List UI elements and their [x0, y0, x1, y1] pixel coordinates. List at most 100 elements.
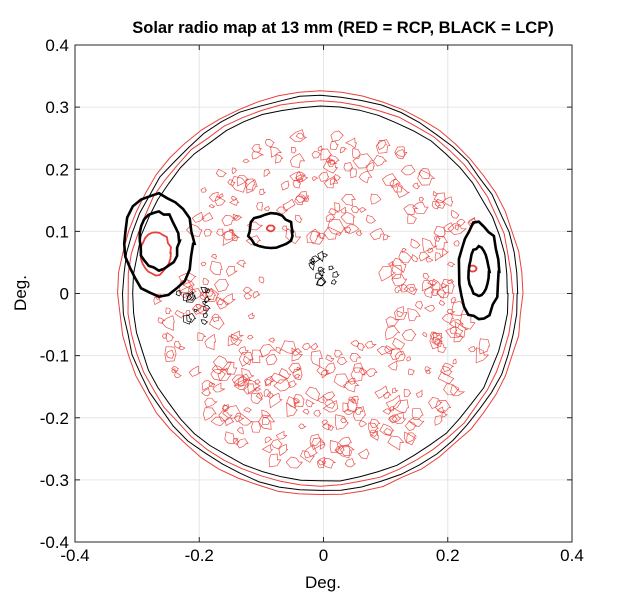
lcp-source-contour — [122, 191, 197, 299]
rcp-speckle — [282, 198, 296, 211]
rcp-speckle — [195, 303, 203, 310]
rcp-speckle — [334, 349, 344, 358]
rcp-speckle — [411, 254, 419, 263]
rcp-speckle — [236, 427, 244, 435]
rcp-speckle — [410, 238, 421, 249]
rcp-speckle — [270, 146, 283, 158]
rcp-speckle — [289, 129, 308, 143]
rcp-speckle — [161, 315, 175, 331]
rcp-speckle — [254, 386, 263, 392]
rcp-speckle — [243, 407, 253, 413]
rcp-speckle — [202, 288, 220, 302]
rcp-speckle — [434, 338, 442, 345]
rcp-speckle — [430, 289, 438, 296]
rcp-speckle — [403, 283, 418, 296]
rcp-speckle — [453, 333, 464, 343]
rcp-speckle — [215, 168, 228, 178]
rcp-speckle — [295, 132, 305, 140]
rcp-speckle — [238, 413, 254, 426]
y-tick-label: 0.1 — [45, 222, 69, 241]
rcp-speckle — [309, 433, 322, 447]
rcp-speckle — [225, 265, 239, 277]
rcp-speckle — [378, 265, 397, 282]
rcp-speckle — [296, 171, 307, 181]
rcp-speckle — [382, 408, 392, 415]
rcp-speckle — [411, 408, 424, 420]
rcp-speckle — [391, 387, 399, 394]
rcp-speckle — [325, 213, 336, 222]
rcp-speckle — [365, 368, 378, 378]
rcp-speckle — [334, 414, 350, 430]
rcp-speckle — [212, 382, 225, 393]
y-tick-label: 0.4 — [45, 36, 69, 55]
lcp-noise — [322, 253, 328, 258]
rcp-speckle — [392, 337, 406, 350]
rcp-speckle — [302, 408, 310, 415]
rcp-speckle — [450, 384, 466, 397]
rcp-speckle — [434, 198, 446, 209]
rcp-speckle — [186, 223, 203, 237]
rcp-speckle — [322, 391, 336, 401]
rcp-speckle — [288, 362, 302, 374]
rcp-speckle — [275, 347, 282, 355]
rcp-speckle — [238, 351, 254, 367]
rcp-speckle — [285, 456, 304, 469]
rcp-speckle — [232, 438, 240, 446]
rcp-speckle — [431, 278, 441, 291]
rcp-speckle — [197, 332, 207, 341]
lcp-noise — [317, 276, 327, 287]
rcp-speckle — [264, 139, 275, 149]
rcp-speckle — [442, 248, 450, 257]
rcp-speckle — [340, 417, 348, 424]
rcp-speckle — [355, 230, 363, 236]
rcp-speckle — [440, 283, 448, 289]
rcp-speckle — [342, 380, 360, 393]
rcp-speckle — [408, 417, 425, 428]
rcp-speckle — [265, 353, 278, 366]
rcp-speckle — [221, 404, 229, 412]
rcp-speckle — [242, 286, 253, 294]
rcp-speckle — [434, 235, 441, 242]
rcp-speckle — [285, 228, 302, 245]
rcp-speckle — [478, 338, 491, 355]
rcp-source-contour — [265, 224, 276, 233]
rcp-speckle — [349, 353, 362, 362]
rcp-speckle — [303, 196, 310, 202]
rcp-speckle — [210, 254, 218, 260]
rcp-speckle — [415, 300, 424, 310]
rcp-speckle — [385, 316, 400, 327]
y-tick-label: -0.1 — [40, 347, 69, 366]
rcp-speckle — [233, 376, 246, 386]
rcp-speckle — [431, 200, 442, 210]
rcp-speckle — [369, 227, 385, 241]
rcp-speckle — [358, 170, 373, 184]
rcp-speckle — [301, 343, 311, 350]
rcp-speckle — [236, 438, 249, 449]
rcp-speckle — [317, 145, 325, 152]
rcp-speckle — [242, 383, 258, 395]
rcp-speckle — [317, 395, 325, 404]
rcp-speckle — [357, 448, 370, 460]
rcp-speckle — [270, 439, 283, 450]
rcp-speckle — [309, 231, 325, 245]
rcp-speckle — [222, 405, 241, 419]
rcp-speckle — [374, 385, 389, 399]
rcp-speckle — [221, 215, 236, 227]
rcp-speckle — [398, 250, 413, 264]
rcp-speckle — [269, 372, 289, 384]
rcp-speckle — [422, 273, 430, 280]
rcp-speckle — [450, 296, 457, 304]
rcp-speckle — [344, 458, 357, 468]
rcp-speckle — [278, 443, 289, 457]
rcp-speckle — [222, 293, 236, 306]
rcp-speckle — [354, 407, 364, 415]
rcp-speckle — [313, 409, 322, 417]
rcp-speckle — [165, 349, 175, 359]
rcp-speckle — [233, 415, 245, 423]
rcp-speckle — [242, 158, 250, 164]
rcp-speckle — [321, 419, 329, 426]
rcp-speckle — [401, 248, 408, 254]
rcp-speckle — [456, 219, 466, 227]
lcp-limb-contour — [132, 105, 509, 482]
